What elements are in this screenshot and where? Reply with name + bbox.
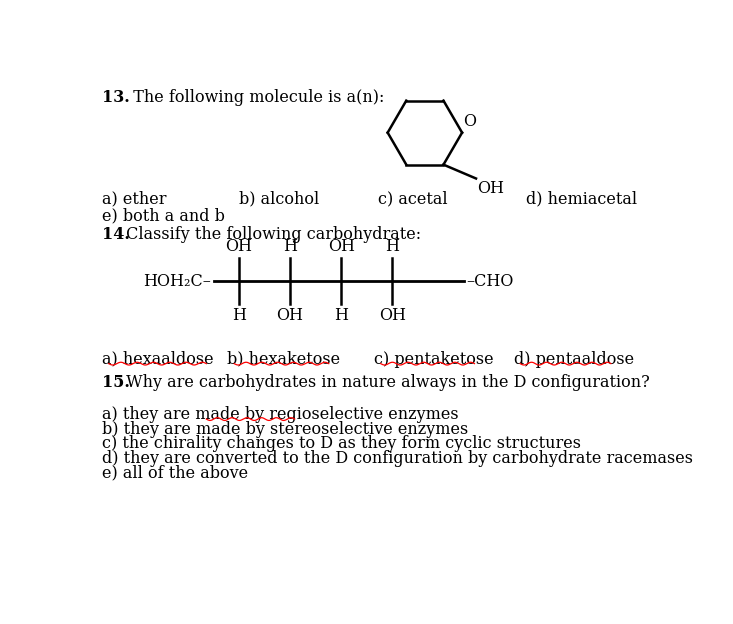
- Text: e) both a and b: e) both a and b: [103, 207, 225, 224]
- Text: a) ether: a) ether: [103, 190, 167, 207]
- Text: OH: OH: [379, 308, 406, 324]
- Text: b) they are made by stereoselective enzymes: b) they are made by stereoselective enzy…: [103, 421, 468, 437]
- Text: H: H: [283, 238, 297, 255]
- Text: c) pentaketose: c) pentaketose: [375, 351, 494, 368]
- Text: 13.: 13.: [103, 89, 130, 105]
- Text: Classify the following carbohydrate:: Classify the following carbohydrate:: [121, 226, 421, 243]
- Text: Why are carbohydrates in nature always in the D configuration?: Why are carbohydrates in nature always i…: [121, 374, 650, 391]
- Text: O: O: [464, 112, 476, 130]
- Text: OH: OH: [328, 238, 355, 255]
- Text: OH: OH: [225, 238, 252, 255]
- Text: HOH₂C–: HOH₂C–: [143, 273, 211, 290]
- Text: 15.: 15.: [103, 374, 130, 391]
- Text: OH: OH: [276, 308, 303, 324]
- Text: The following molecule is a(n):: The following molecule is a(n):: [122, 89, 384, 105]
- Text: d) pentaaldose: d) pentaaldose: [514, 351, 634, 368]
- Text: d) they are converted to the D configuration by carbohydrate racemases: d) they are converted to the D configura…: [103, 450, 693, 467]
- Text: d) hemiacetal: d) hemiacetal: [526, 190, 637, 207]
- Text: –CHO: –CHO: [467, 273, 514, 290]
- Text: a) hexaaldose: a) hexaaldose: [103, 351, 214, 368]
- Text: H: H: [386, 238, 399, 255]
- Text: c) the chirality changes to D as they form cyclic structures: c) the chirality changes to D as they fo…: [103, 436, 581, 452]
- Text: b) alcohol: b) alcohol: [239, 190, 319, 207]
- Text: b) hexaketose: b) hexaketose: [227, 351, 340, 368]
- Text: a) they are made by regioselective enzymes: a) they are made by regioselective enzym…: [103, 406, 459, 423]
- Text: c) acetal: c) acetal: [378, 190, 448, 207]
- Text: 14.: 14.: [103, 226, 130, 243]
- Text: H: H: [334, 308, 348, 324]
- Text: e) all of the above: e) all of the above: [103, 464, 248, 482]
- Text: OH: OH: [478, 180, 504, 197]
- Text: H: H: [232, 308, 246, 324]
